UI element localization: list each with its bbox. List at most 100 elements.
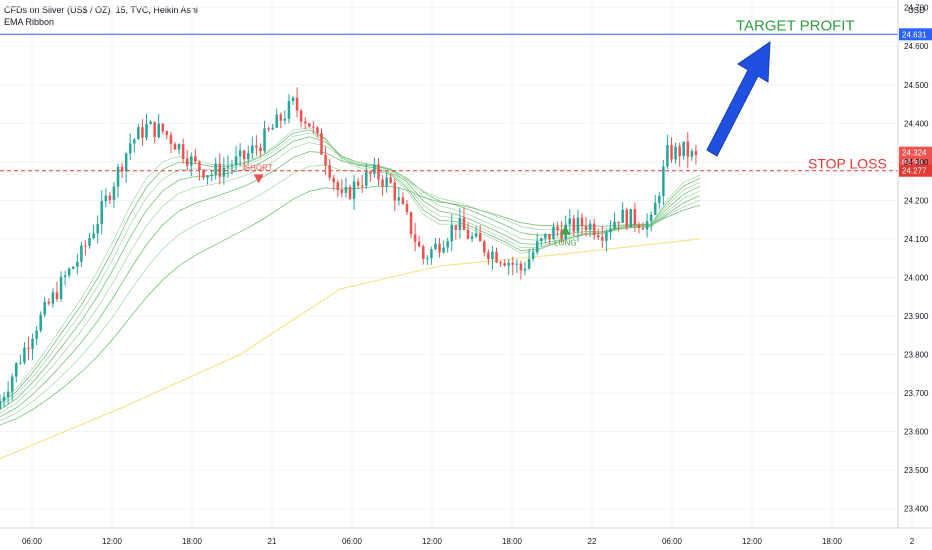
y-axis-unit: USD [908,6,925,15]
candle-body [658,195,661,203]
candle-body [405,203,409,213]
grid [0,0,913,528]
candle-body [421,246,425,259]
candle-body [629,209,633,228]
candle-body [198,161,201,171]
annotations: TARGET PROFIT STOP LOSS [706,17,887,172]
candle-body [133,139,136,144]
y-tick-label: 23.600 [904,428,929,437]
candle-body [369,171,372,174]
y-tick-label: 24.300 [904,158,929,167]
candle-body [413,234,417,242]
candle-body [507,262,510,266]
candle-body [295,97,299,111]
candle-body [609,228,612,233]
candle-body [682,141,685,157]
candle-body [19,362,22,364]
candle-body [141,127,144,138]
candle-body [31,338,34,349]
candle-body [177,144,181,150]
candle-body [173,143,177,150]
candle-body [287,101,291,119]
short-signal-label: SHORT [245,163,273,172]
candle-body [267,128,270,130]
x-tick-label: 21 [268,537,277,546]
candle-body [515,263,519,265]
y-tick-label: 23.400 [904,505,929,514]
candle-body [145,124,148,138]
x-tick-label: 12:00 [742,537,763,546]
candle-body [470,236,474,239]
candle-body [161,123,165,132]
candle-body [92,233,95,238]
candle-body [438,243,441,253]
stop-loss-label: STOP LOSS [808,156,887,172]
candle-body [641,227,645,230]
candle-body [495,251,498,263]
candle-body [483,241,486,253]
candle-body [80,245,83,262]
candle-body [511,262,515,265]
candle-body [373,164,376,174]
candle-body [535,241,539,253]
current-price-tag-bg [899,146,932,159]
candle-body [352,181,356,199]
candle-body [149,121,152,125]
candle-body [39,314,42,331]
candle-body [462,217,466,230]
ema-200-line [0,238,701,460]
ema-ribbon-line [0,136,701,410]
candle-body [35,330,38,339]
long-signal-icon [560,225,571,235]
candle-body [88,237,91,246]
y-tick-label: 24.600 [904,42,929,51]
y-tick-label: 24.500 [904,81,929,90]
candle-body [572,218,576,232]
candle-body [316,127,319,133]
candle-body [303,121,307,124]
candle-body [116,166,120,187]
candle-body [617,221,620,223]
countdown-tag: 03:39 [902,159,923,168]
y-tick-label: 24.000 [904,273,929,282]
y-axis: 24.700 24.600 24.500 24.400 24.300 24.200 24.1… [897,0,929,528]
candle-body [442,247,445,253]
candle-body [678,146,681,157]
x-tick-label: 12:00 [102,537,123,546]
candle-body [417,241,421,247]
candle-body [588,223,592,230]
candle-body [393,182,397,201]
candle-body [190,156,193,166]
candle-body [222,167,226,177]
candle-body [686,141,690,157]
candle-body [487,252,490,260]
candle-body [491,251,494,260]
y-tick-label: 23.700 [904,389,929,398]
signals: LONGSHORTLONG [245,163,577,247]
y-tick-label: 23.800 [904,351,929,360]
candle-body [246,153,250,160]
x-tick-label: 06:00 [22,537,43,546]
candle-body [120,166,124,172]
candle-body [503,263,506,266]
ema-ribbon [0,127,701,426]
target-arrow-icon [706,41,771,157]
candle-body [84,245,87,247]
candle-body [645,221,649,230]
y-tick-label: 24.400 [904,119,929,128]
candle-body [527,258,531,269]
candle-body [2,397,6,402]
candle-body [71,266,75,269]
candle-body [548,233,551,240]
candle-body [584,226,588,230]
candle-body [112,186,116,200]
candle-body [454,225,458,230]
candle-body [674,146,677,160]
candle-body [291,97,295,102]
candle-body [662,166,665,196]
candle-body [137,127,140,140]
candle-body [544,233,547,239]
ema-ribbon-line [0,142,701,414]
candle-body [356,181,360,186]
